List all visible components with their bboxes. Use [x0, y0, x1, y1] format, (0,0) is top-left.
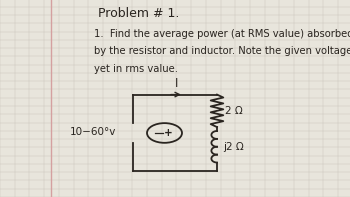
Text: 10−60°v: 10−60°v	[70, 127, 116, 137]
Text: Problem # 1.: Problem # 1.	[98, 7, 179, 20]
Text: 1.  Find the average power (at RMS value) absorbed: 1. Find the average power (at RMS value)…	[94, 29, 350, 39]
Text: by the resistor and inductor. Note the given voltage is not: by the resistor and inductor. Note the g…	[94, 46, 350, 56]
Text: yet in rms value.: yet in rms value.	[94, 64, 178, 74]
Text: 2 Ω: 2 Ω	[225, 106, 243, 116]
Text: +: +	[164, 128, 173, 138]
Text: I: I	[175, 77, 178, 90]
Text: j2 Ω: j2 Ω	[223, 142, 244, 152]
